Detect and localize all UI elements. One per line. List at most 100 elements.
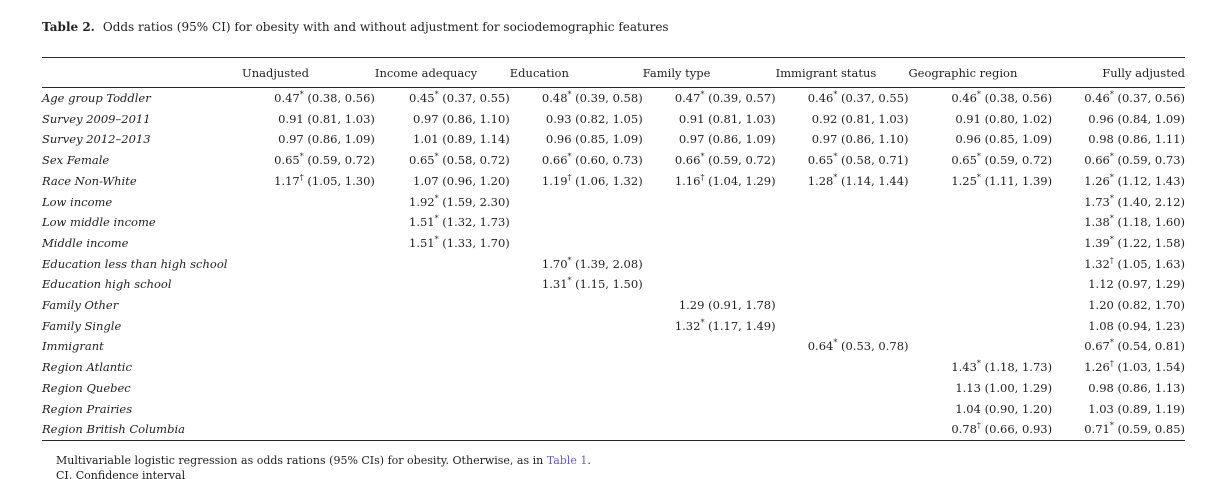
- cell-value: [643, 192, 776, 213]
- cell-value: [242, 212, 375, 233]
- cell-value: 1.20 (0.82, 1.70): [1088, 298, 1185, 313]
- cell-value: 1.01 (0.89, 1.14): [413, 132, 510, 147]
- cell-value: 1.51* (1.33, 1.70): [409, 235, 510, 250]
- cell-value: 0.97 (0.86, 1.09): [678, 132, 776, 147]
- cell-value: 0.65* (0.59, 0.72): [951, 152, 1053, 168]
- footnote-line-2: CI, Confidence interval: [56, 469, 186, 479]
- cell-value: 1.19† (1.06, 1.32): [541, 172, 643, 188]
- cell-value: 0.65* (0.59, 0.72): [274, 152, 375, 168]
- table-row: Middle income 1.51* (1.33, 1.70) 1.39* (1.…: [42, 233, 1185, 254]
- cell-value: [242, 254, 375, 275]
- cell-value: [375, 378, 510, 399]
- cell-value: [510, 399, 643, 420]
- cell-value: [909, 192, 1053, 213]
- cell-value: [510, 378, 643, 399]
- cell-value: [375, 399, 510, 420]
- table-caption-text: Odds ratios (95% CI) for obesity with an…: [102, 20, 669, 34]
- cell-value: 0.65* (0.58, 0.72): [409, 152, 510, 168]
- cell-value: [375, 274, 510, 295]
- cell-value: [909, 274, 1053, 295]
- cell-value: [242, 233, 375, 254]
- cell-value: [510, 336, 643, 357]
- cell-value: [510, 295, 643, 316]
- cell-value: 0.91 (0.81, 1.03): [278, 111, 375, 126]
- cell-value: [643, 419, 776, 440]
- cell-value: [909, 212, 1053, 233]
- table-row: Region Prairies 1.04 (0.90, 1.20) 1.03 (0.…: [42, 399, 1185, 420]
- cell-value: [242, 316, 375, 337]
- cell-value: 1.32† (1.05, 1.63): [1084, 255, 1185, 271]
- cell-value: [375, 419, 510, 440]
- cell-value: [510, 419, 643, 440]
- row-label: Immigrant: [42, 339, 104, 354]
- cell-value: [510, 192, 643, 213]
- cell-value: [776, 212, 909, 233]
- cell-value: 1.29 (0.91, 1.78): [678, 298, 776, 313]
- cell-value: [242, 192, 375, 213]
- row-label: Low middle income: [42, 215, 156, 230]
- cell-value: [375, 357, 510, 378]
- cell-value: 1.92* (1.59, 2.30): [409, 193, 510, 209]
- row-label: Middle income: [42, 235, 129, 250]
- cell-value: 0.45* (0.37, 0.55): [409, 90, 510, 105]
- cell-value: 1.17† (1.05, 1.30): [274, 172, 375, 188]
- row-label: Low income: [42, 194, 113, 209]
- table-row: Sex Female 0.65* (0.59, 0.72) 0.65* (0.58,…: [42, 150, 1185, 171]
- cell-value: 0.65* (0.58, 0.71): [807, 152, 909, 168]
- cell-value: [242, 295, 375, 316]
- odds-ratio-table: Unadjusted Income adequacy Education Fam…: [42, 57, 1185, 441]
- cell-value: [643, 254, 776, 275]
- table1-link[interactable]: Table 1: [546, 454, 588, 467]
- footnote-line-1: Multivariable logistic regression as odd…: [56, 453, 591, 468]
- cell-value: 0.96 (0.85, 1.09): [545, 132, 643, 147]
- row-label: Region Quebec: [42, 380, 131, 395]
- cell-value: 0.96 (0.85, 1.09): [955, 132, 1053, 147]
- column-header-geographic-region: Geographic region: [908, 57, 1053, 88]
- cell-value: [510, 212, 643, 233]
- cell-value: 0.71* (0.59, 0.85): [1084, 421, 1185, 437]
- cell-value: 0.48* (0.39, 0.58): [541, 90, 643, 105]
- cell-value: 0.46* (0.37, 0.55): [807, 90, 909, 105]
- cell-value: [242, 399, 375, 420]
- column-header-family-type: Family type: [642, 57, 776, 88]
- cell-value: 1.04 (0.90, 1.20): [955, 401, 1053, 416]
- cell-value: [776, 233, 909, 254]
- column-header-income-adequacy: Income adequacy: [374, 57, 510, 88]
- row-label: Survey 2009–2011: [42, 111, 151, 126]
- cell-value: 0.47* (0.39, 0.57): [674, 90, 776, 105]
- cell-value: [776, 399, 909, 420]
- table-row: Low income 1.92* (1.59, 2.30) 1.73* (1.40,…: [42, 192, 1185, 213]
- cell-value: 0.66* (0.59, 0.73): [1084, 152, 1185, 168]
- row-label: Region British Columbia: [42, 422, 185, 437]
- cell-value: [242, 357, 375, 378]
- cell-value: 1.08 (0.94, 1.23): [1088, 318, 1185, 333]
- cell-value: [643, 399, 776, 420]
- cell-value: 1.13 (1.00, 1.29): [955, 380, 1053, 395]
- cell-value: [375, 254, 510, 275]
- cell-value: 1.12 (0.97, 1.29): [1088, 277, 1185, 292]
- cell-value: 1.25* (1.11, 1.39): [951, 172, 1053, 188]
- cell-value: 0.64* (0.53, 0.78): [807, 338, 909, 354]
- column-header-education: Education: [509, 57, 643, 88]
- cell-value: 0.93 (0.82, 1.05): [545, 111, 643, 126]
- cell-value: 0.47* (0.38, 0.56): [274, 90, 375, 105]
- cell-value: [643, 212, 776, 233]
- table-row: Immigrant 0.64* (0.53, 0.78) 0.67* (0.54, …: [42, 336, 1185, 357]
- cell-value: [242, 378, 375, 399]
- table-body: Age group Toddler 0.47* (0.38, 0.56) 0.45*…: [42, 88, 1185, 441]
- cell-value: [776, 274, 909, 295]
- row-label: Region Atlantic: [42, 360, 132, 375]
- row-label: Survey 2012–2013: [42, 132, 151, 147]
- table-row: Education less than high school 1.70* (1.…: [42, 254, 1185, 275]
- cell-value: [909, 254, 1053, 275]
- cell-value: [643, 378, 776, 399]
- cell-value: 1.39* (1.22, 1.58): [1084, 235, 1185, 250]
- cell-value: [510, 233, 643, 254]
- cell-value: [776, 357, 909, 378]
- cell-value: [909, 295, 1053, 316]
- cell-value: [909, 233, 1053, 254]
- row-label: Education high school: [42, 277, 172, 292]
- cell-value: 0.97 (0.86, 1.09): [278, 132, 375, 147]
- cell-value: [375, 316, 510, 337]
- cell-value: 0.91 (0.80, 1.02): [955, 111, 1053, 126]
